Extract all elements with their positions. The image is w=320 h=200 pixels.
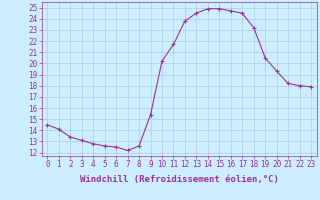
X-axis label: Windchill (Refroidissement éolien,°C): Windchill (Refroidissement éolien,°C) [80,175,279,184]
